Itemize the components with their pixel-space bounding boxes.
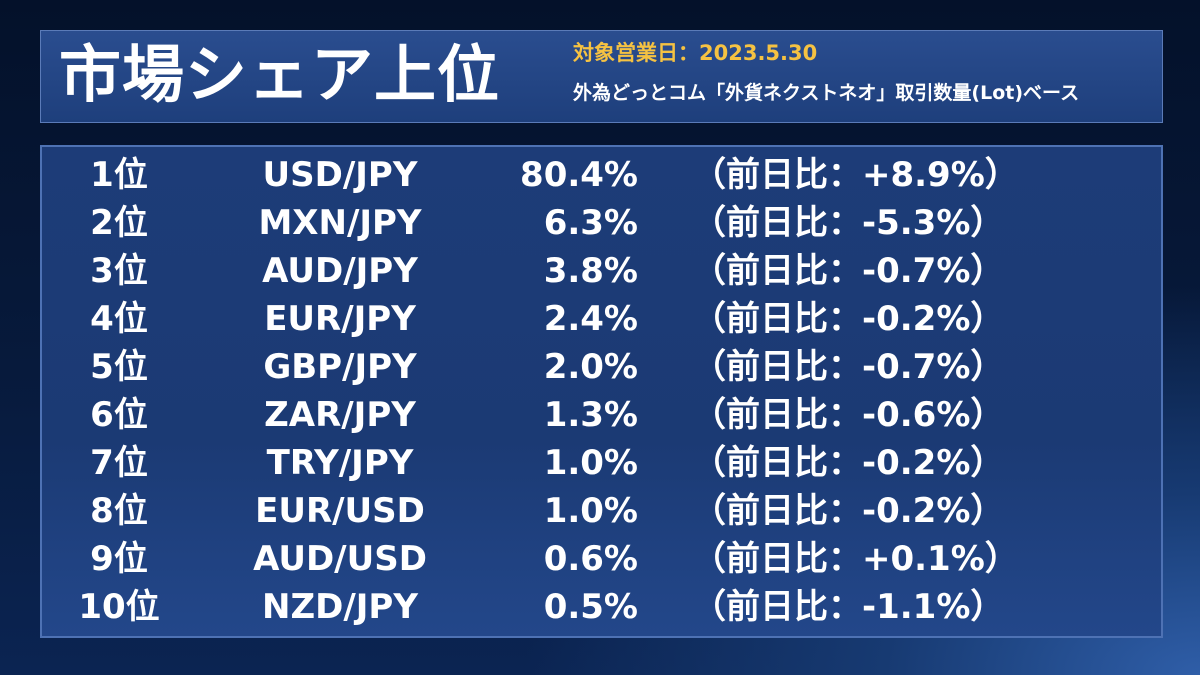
- currency-pair-cell: TRY/JPY: [266, 443, 414, 483]
- rank-cell: 3位: [90, 251, 148, 291]
- currency-pair-cell: EUR/JPY: [264, 299, 416, 339]
- change-cell: （前日比：-0.2%）: [692, 443, 1005, 483]
- change-cell: （前日比：+0.1%）: [692, 539, 1019, 579]
- share-cell: 0.5%: [543, 587, 638, 627]
- share-cell: 2.0%: [543, 347, 638, 387]
- currency-pair-cell: EUR/USD: [255, 491, 425, 531]
- rank-cell: 6位: [90, 395, 148, 435]
- change-cell: （前日比：-0.2%）: [692, 299, 1005, 339]
- currency-pair-cell: AUD/JPY: [262, 251, 418, 291]
- change-cell: （前日比：-1.1%）: [692, 587, 1005, 627]
- ranking-row: 9位 AUD/USD 0.6% （前日比：+0.1%）: [42, 535, 1161, 583]
- change-cell: （前日比：+8.9%）: [692, 155, 1019, 195]
- ranking-row: 6位 ZAR/JPY 1.3% （前日比：-0.6%）: [42, 391, 1161, 439]
- rank-cell: 5位: [90, 347, 148, 387]
- share-cell: 0.6%: [543, 539, 638, 579]
- currency-pair-cell: MXN/JPY: [258, 203, 422, 243]
- currency-pair-cell: AUD/USD: [253, 539, 427, 579]
- ranking-table: 1位 USD/JPY 80.4% （前日比：+8.9%） 2位 MXN/JPY …: [40, 145, 1163, 638]
- ranking-row: 1位 USD/JPY 80.4% （前日比：+8.9%）: [42, 151, 1161, 199]
- ranking-row: 4位 EUR/JPY 2.4% （前日比：-0.2%）: [42, 295, 1161, 343]
- ranking-row: 10位 NZD/JPY 0.5% （前日比：-1.1%）: [42, 583, 1161, 631]
- business-date-label: 対象営業日：2023.5.30: [573, 41, 818, 65]
- page-title: 市場シェア上位: [59, 38, 501, 111]
- currency-pair-cell: GBP/JPY: [263, 347, 417, 387]
- currency-pair-cell: USD/JPY: [262, 155, 418, 195]
- ranking-row: 5位 GBP/JPY 2.0% （前日比：-0.7%）: [42, 343, 1161, 391]
- change-cell: （前日比：-0.2%）: [692, 491, 1005, 531]
- share-cell: 1.3%: [543, 395, 638, 435]
- share-cell: 2.4%: [543, 299, 638, 339]
- share-cell: 80.4%: [520, 155, 638, 195]
- currency-pair-cell: NZD/JPY: [262, 587, 418, 627]
- rank-cell: 1位: [90, 155, 148, 195]
- rank-cell: 7位: [90, 443, 148, 483]
- rank-cell: 10位: [78, 587, 160, 627]
- change-cell: （前日比：-0.7%）: [692, 347, 1005, 387]
- currency-pair-cell: ZAR/JPY: [264, 395, 416, 435]
- rank-cell: 8位: [90, 491, 148, 531]
- change-cell: （前日比：-5.3%）: [692, 203, 1005, 243]
- change-cell: （前日比：-0.6%）: [692, 395, 1005, 435]
- rank-cell: 4位: [90, 299, 148, 339]
- ranking-row: 8位 EUR/USD 1.0% （前日比：-0.2%）: [42, 487, 1161, 535]
- rank-cell: 9位: [90, 539, 148, 579]
- ranking-row: 2位 MXN/JPY 6.3% （前日比：-5.3%）: [42, 199, 1161, 247]
- header-panel: 市場シェア上位 対象営業日：2023.5.30 外為どっとコム「外貨ネクストネオ…: [40, 30, 1163, 123]
- change-cell: （前日比：-0.7%）: [692, 251, 1005, 291]
- share-cell: 1.0%: [543, 491, 638, 531]
- basis-note: 外為どっとコム「外貨ネクストネオ」取引数量(Lot)ベース: [573, 82, 1080, 104]
- ranking-row: 3位 AUD/JPY 3.8% （前日比：-0.7%）: [42, 247, 1161, 295]
- share-cell: 3.8%: [543, 251, 638, 291]
- share-cell: 6.3%: [543, 203, 638, 243]
- rank-cell: 2位: [90, 203, 148, 243]
- share-cell: 1.0%: [543, 443, 638, 483]
- ranking-row: 7位 TRY/JPY 1.0% （前日比：-0.2%）: [42, 439, 1161, 487]
